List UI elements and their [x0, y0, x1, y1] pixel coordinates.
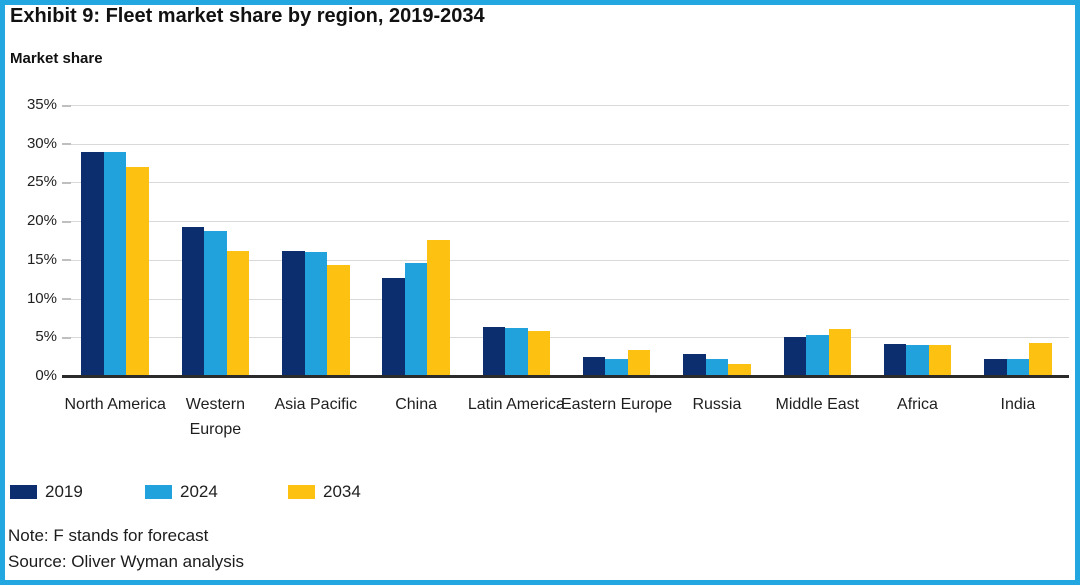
bar-africa-2019: [883, 344, 907, 376]
x-axis-category-label: India: [1000, 396, 1036, 413]
bar-africa-2034: [928, 345, 952, 376]
y-axis-tick: [62, 220, 71, 223]
legend-swatch-2024: [145, 485, 172, 499]
bar-china-2034: [427, 239, 450, 376]
bar-russia-2034: [728, 364, 751, 376]
x-axis-category-label: Asia Pacific: [274, 396, 358, 413]
gridline: [62, 182, 1069, 184]
bar-western-europe-2024: [204, 231, 227, 376]
gridline: [62, 259, 1069, 261]
legend-label: 2019: [45, 482, 83, 501]
gridline: [62, 143, 1069, 145]
gridline: [62, 105, 1069, 106]
bar-asia-pacific-2034: [327, 265, 350, 376]
y-axis-tick: [62, 336, 71, 339]
x-axis-category-label: Middle East: [775, 396, 860, 413]
chart-note: Note: F stands for forecast: [8, 526, 209, 545]
bar-eastern-europe-2034: [627, 349, 651, 376]
bar-asia-pacific-2024: [304, 252, 327, 376]
gridline: [62, 221, 1069, 223]
bar-india-2019: [984, 359, 1007, 376]
y-axis-tick: [62, 298, 71, 301]
bar-asia-pacific-2019: [282, 250, 305, 376]
bar-latin-america-2034: [527, 331, 551, 376]
bar-latin-america-2019: [482, 327, 506, 376]
x-axis-line: [62, 375, 1069, 378]
x-axis-category-label: North America: [64, 396, 166, 413]
bar-eastern-europe-2024: [605, 359, 628, 376]
gridline: [62, 298, 1069, 300]
bar-north-america-2019: [81, 151, 104, 376]
y-axis-tick-label: 5%: [35, 328, 57, 346]
y-axis-tick-label: 20%: [26, 212, 57, 230]
bar-india-2024: [1006, 359, 1030, 376]
bar-latin-america-2024: [505, 328, 528, 376]
bar-africa-2024: [906, 345, 929, 376]
legend-label: 2034: [323, 482, 361, 501]
y-axis-tick: [62, 143, 71, 146]
bar-china-2024: [404, 263, 428, 376]
bar-china-2019: [382, 277, 405, 376]
legend-label: 2024: [180, 482, 218, 501]
x-axis-category-label: Africa: [897, 396, 938, 413]
bar-middle-east-2034: [828, 328, 851, 376]
x-axis-category-label: Latin America: [467, 396, 565, 413]
bar-india-2034: [1029, 342, 1052, 376]
y-axis-tick-label: 15%: [26, 250, 57, 268]
y-axis-tick-label: 30%: [26, 134, 57, 152]
bar-western-europe-2019: [181, 227, 205, 376]
bar-russia-2019: [683, 353, 706, 376]
y-axis-tick: [62, 181, 71, 184]
x-axis-category-label: Eastern Europe: [561, 396, 673, 413]
bar-middle-east-2019: [783, 337, 806, 376]
x-axis-category-label: Western Europe: [185, 396, 246, 438]
bar-north-america-2024: [103, 151, 127, 376]
y-axis-tick-label: 10%: [26, 289, 57, 307]
chart-ylabel: Market share: [10, 50, 103, 67]
exhibit-title: Exhibit 9: Fleet market share by region,…: [10, 5, 485, 27]
bar-western-europe-2034: [226, 250, 250, 376]
legend-swatch-2019: [10, 485, 37, 499]
bar-eastern-europe-2019: [582, 357, 606, 376]
chart-source: Source: Oliver Wyman analysis: [8, 552, 245, 571]
x-axis-category-label: Russia: [692, 396, 742, 413]
y-axis-tick-label: 35%: [26, 96, 57, 113]
bar-russia-2024: [705, 359, 729, 376]
bar-middle-east-2024: [806, 335, 829, 376]
legend-swatch-2034: [288, 485, 315, 499]
gridline: [62, 337, 1069, 339]
y-axis-tick: [62, 104, 71, 107]
y-axis-tick: [62, 259, 71, 262]
bar-north-america-2034: [126, 166, 149, 376]
y-axis-tick-label: 0%: [35, 367, 57, 384]
x-axis-category-label: China: [395, 396, 437, 413]
y-axis-tick-label: 25%: [26, 173, 57, 191]
